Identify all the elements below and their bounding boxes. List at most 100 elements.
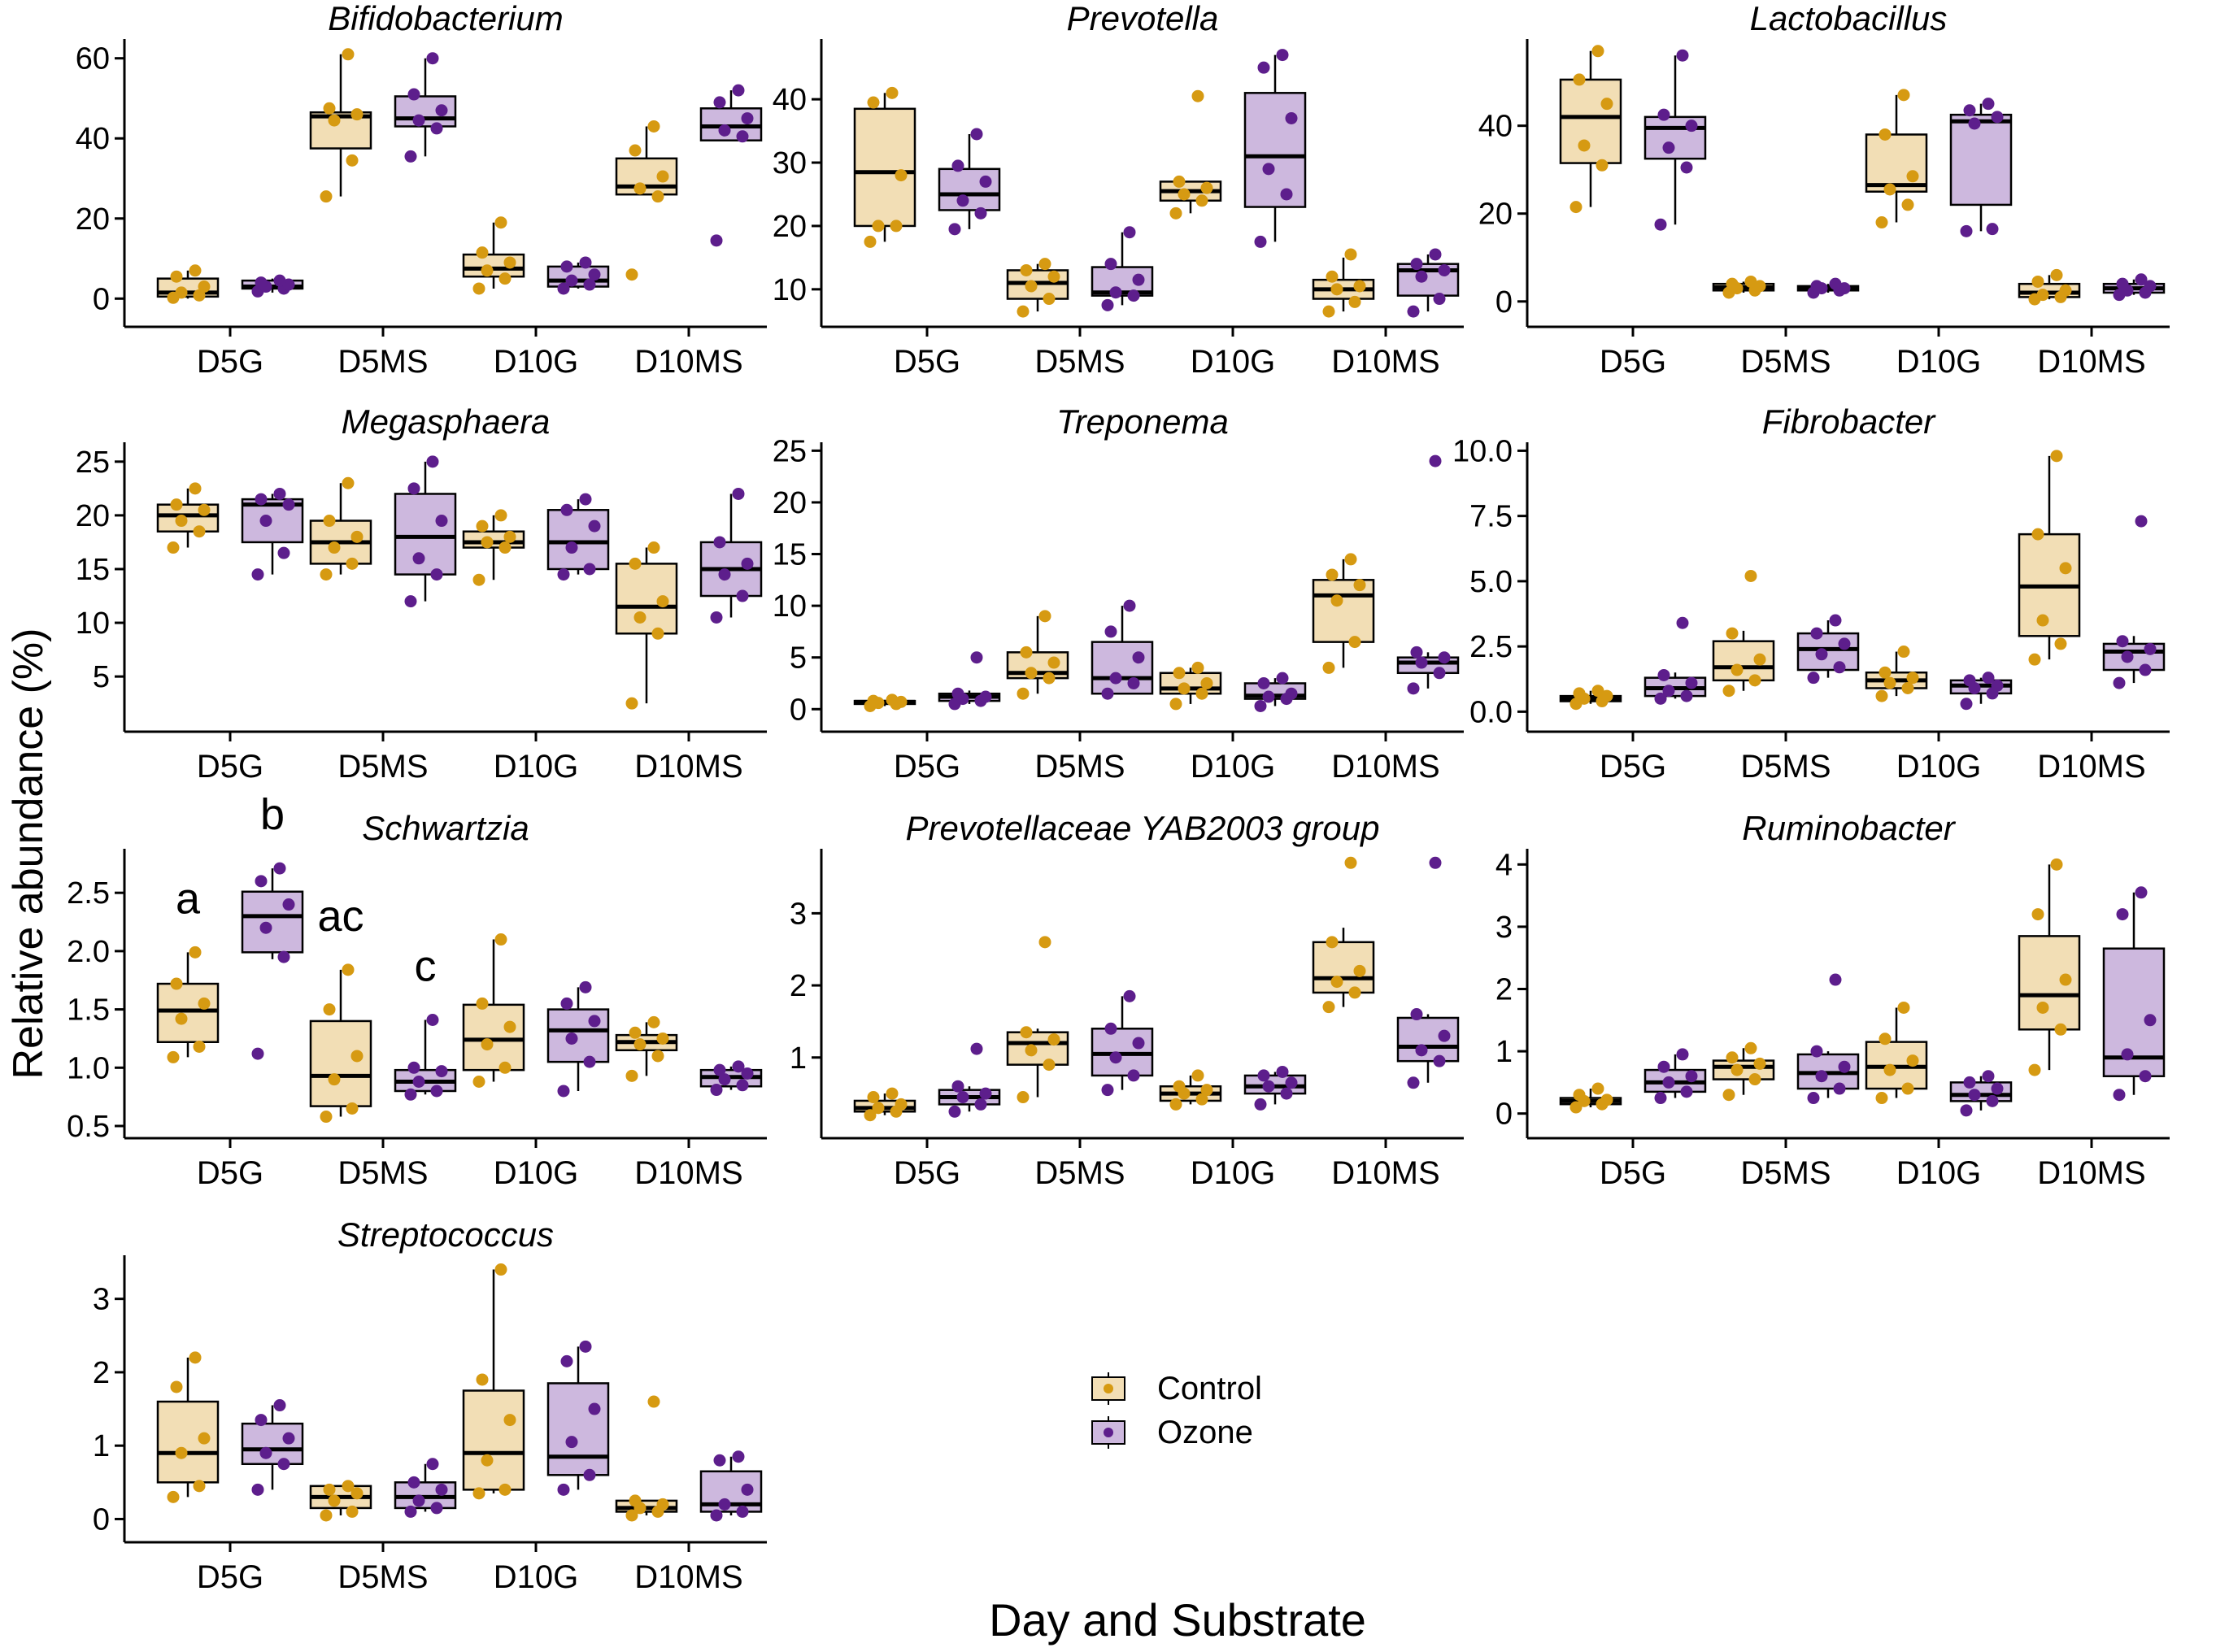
legend: Control Ozone (1091, 1371, 1262, 1450)
data-point (1657, 108, 1670, 121)
data-point (1127, 289, 1140, 302)
data-point (1662, 1076, 1675, 1089)
data-point (1875, 689, 1888, 702)
data-point (1676, 616, 1689, 629)
data-point (656, 170, 669, 183)
data-point (1744, 1041, 1757, 1054)
data-point (346, 1102, 359, 1115)
panel-title: Treponema (1056, 402, 1229, 441)
significance-letter: a (176, 874, 201, 923)
data-point (277, 1458, 290, 1471)
data-point (494, 1263, 507, 1276)
data-point (656, 1032, 669, 1045)
data-point (557, 568, 570, 581)
panel-prevotella: Prevotella 10 20 30 40 D5G D5MS D10G D10MS (773, 0, 1464, 380)
data-point (1906, 672, 1919, 685)
x-tick-label: D5MS (1740, 749, 1831, 785)
data-point (404, 1505, 417, 1518)
data-point (430, 568, 443, 581)
data-point (2135, 515, 2148, 528)
control-box-d10g (462, 1263, 525, 1500)
data-point (1662, 685, 1675, 698)
data-point (2116, 635, 2129, 648)
data-point (1043, 1059, 1056, 1072)
data-point (189, 1351, 202, 1364)
data-point (2116, 277, 2129, 290)
data-point (1038, 936, 1051, 949)
data-point (579, 256, 592, 269)
data-point (1726, 277, 1739, 290)
data-point (282, 498, 295, 511)
data-point (1191, 661, 1204, 674)
data-point (1017, 1091, 1030, 1104)
data-point (251, 1483, 264, 1496)
data-point (867, 694, 880, 707)
data-point (1195, 1093, 1208, 1106)
control-box-d5ms (309, 476, 372, 581)
data-point (1810, 280, 1823, 293)
data-point (1968, 1089, 1981, 1102)
data-point (1731, 663, 1744, 676)
data-point (251, 1047, 264, 1060)
data-point (494, 933, 507, 946)
data-point (1879, 1032, 1892, 1046)
data-point (1330, 594, 1343, 607)
panel-title: Ruminobacter (1742, 809, 1956, 847)
data-point (1262, 690, 1275, 703)
ozone-box-d5g (938, 651, 1001, 711)
y-tick-label: 20 (76, 499, 110, 533)
ozone-box-d10g (546, 1340, 610, 1496)
data-point (1109, 672, 1122, 685)
data-point (1833, 661, 1846, 674)
data-point (407, 88, 420, 101)
data-point (2054, 637, 2067, 650)
panel-bifidobacterium: Bifidobacterium 0 20 40 60 D5G D5MS D10G D10MS (76, 0, 767, 380)
ozone-box-d10g (1949, 1070, 2013, 1117)
data-point (1573, 1089, 1586, 1102)
data-point (1753, 653, 1766, 666)
control-box-d5ms (1006, 936, 1069, 1104)
data-point (1731, 1063, 1744, 1076)
x-tick-label: D10G (1896, 1155, 1982, 1191)
data-point (430, 1502, 443, 1515)
data-point (2031, 528, 2044, 541)
data-point (1829, 277, 1842, 290)
x-tick-label: D5G (197, 1155, 263, 1191)
data-point (323, 1003, 336, 1016)
data-point (430, 1085, 443, 1098)
data-point (629, 144, 642, 157)
ozone-box-d5g (1643, 1048, 1707, 1105)
x-tick-label: D10MS (1331, 749, 1439, 785)
data-point (1254, 699, 1267, 712)
control-box-d10g (1865, 646, 1928, 702)
data-point (1047, 656, 1060, 669)
y-tick-label: 30 (773, 146, 807, 180)
data-point (426, 52, 439, 65)
data-point (656, 595, 669, 608)
data-point (1685, 1070, 1698, 1083)
panel-fibrobacter: Fibrobacter 0.0 2.5 5.0 7.5 10.0 D5G D5MS D10G D1… (1452, 402, 2170, 785)
control-box-d10ms (615, 1015, 678, 1082)
data-point (2135, 886, 2148, 899)
data-point (1676, 49, 1689, 62)
data-point (498, 272, 512, 285)
data-point (651, 190, 664, 203)
data-point (494, 509, 507, 522)
ozone-box-d10ms (1396, 856, 1460, 1089)
y-tick-label: 1 (93, 1429, 110, 1463)
data-point (1322, 1001, 1335, 1014)
data-point (1407, 1076, 1420, 1089)
box (938, 167, 1001, 211)
data-point (1020, 1026, 1033, 1039)
x-tick-label: D10G (494, 344, 579, 380)
data-point (350, 530, 364, 543)
data-point (713, 1063, 726, 1076)
data-point (1748, 674, 1761, 687)
data-point (255, 1414, 268, 1427)
data-point (625, 268, 638, 281)
data-point (2135, 273, 2148, 286)
data-point (732, 487, 745, 500)
data-point (342, 1480, 355, 1493)
control-box-d10ms (615, 120, 678, 281)
data-point (259, 1446, 272, 1459)
